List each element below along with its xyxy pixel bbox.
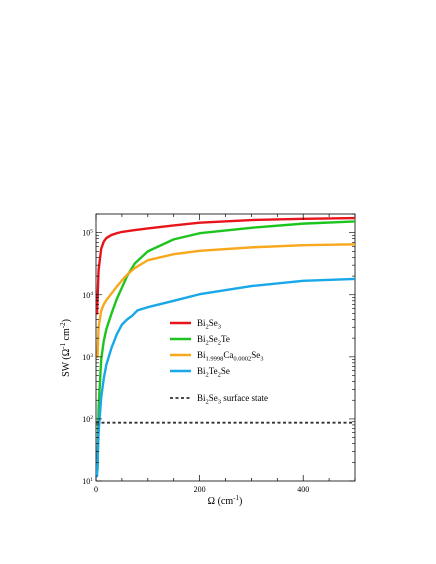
plot-frame — [95, 213, 356, 482]
series-layer — [96, 216, 355, 478]
series-line-bi2te2se — [96, 277, 355, 478]
y-tick-label: 103 — [82, 353, 93, 362]
y-tick-label: 104 — [82, 291, 93, 300]
x-axis: 0 200 400 — [94, 214, 356, 494]
x-tick-label: 200 — [194, 485, 206, 494]
legend-label-bi2se2te: Bi2Se2Te — [197, 334, 230, 347]
series-line-bi1998ca — [96, 243, 355, 359]
y-tick-label: 105 — [82, 229, 93, 238]
y-axis-label: SW (Ω-1 cm-2) — [59, 319, 72, 377]
legend-label-bi2te2se: Bi2Te2Se — [197, 366, 230, 379]
legend-label-surface: Bi2Se3 surface state — [197, 393, 268, 406]
legend: Bi2Se3 Bi2Se2Te Bi1.9998Ca0.0002Se3 Bi2Te2S… — [170, 318, 268, 406]
x-axis-label: Ω (cm-1) — [208, 494, 243, 507]
y-tick-label: 101 — [82, 477, 93, 486]
y-axis: 101 102 103 104 105 — [82, 213, 355, 486]
series-line-bi2se3 — [96, 216, 355, 315]
legend-label-bi1998ca: Bi1.9998Ca0.0002Se3 — [197, 350, 264, 363]
y-tick-label: 102 — [82, 415, 93, 424]
x-tick-label: 0 — [94, 485, 98, 494]
legend-label-bi2se3: Bi2Se3 — [197, 318, 221, 331]
x-tick-label: 400 — [297, 485, 309, 494]
series-line-bi2se2te — [96, 220, 355, 472]
